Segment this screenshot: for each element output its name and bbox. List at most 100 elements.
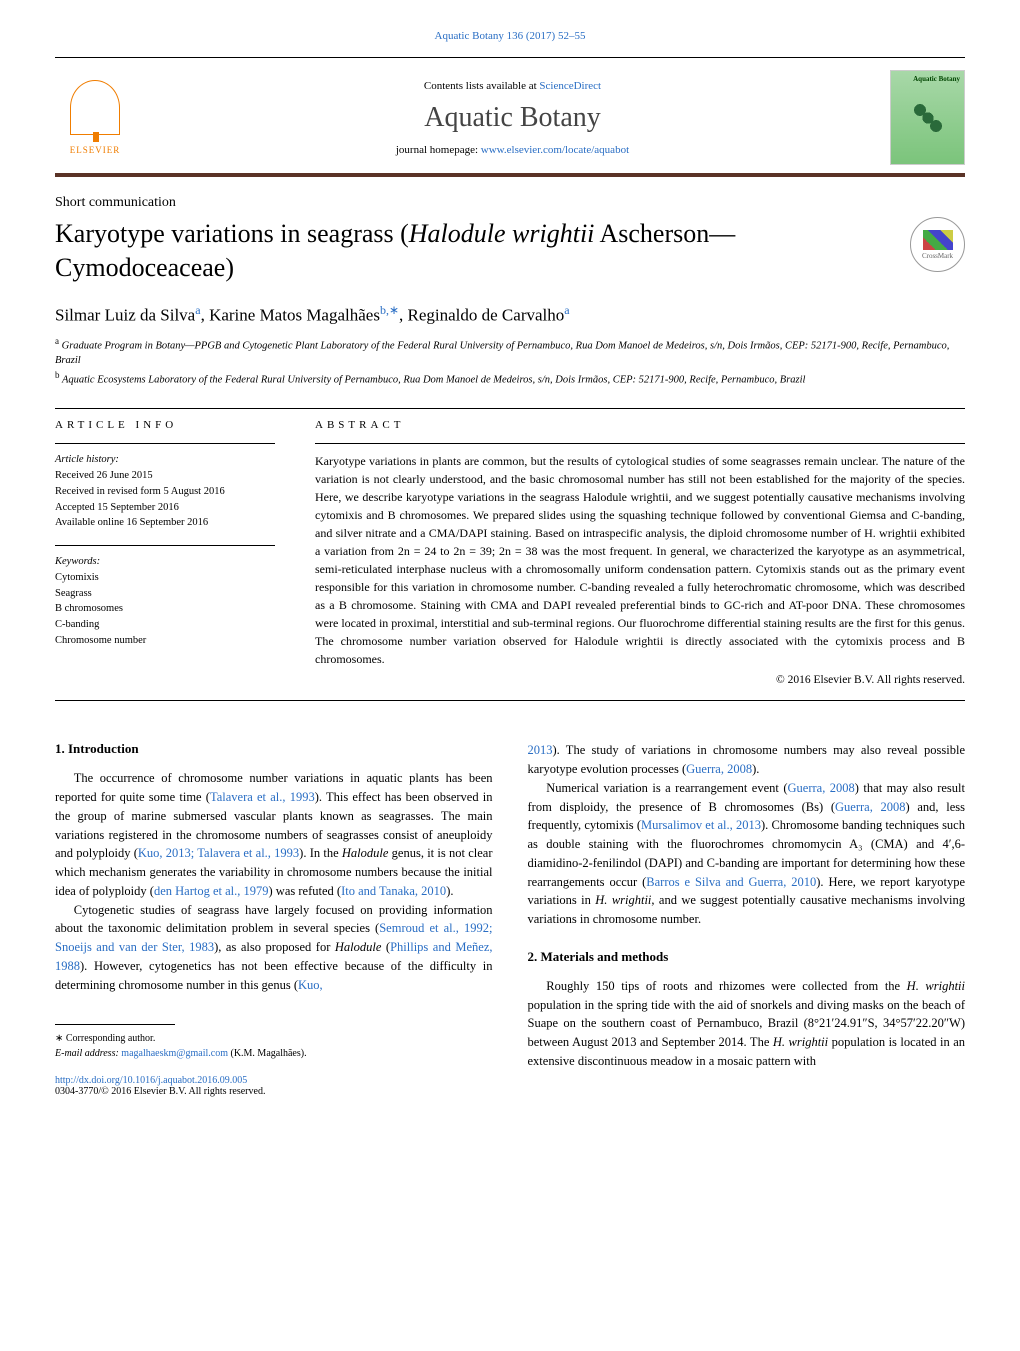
col2-p1b: ). — [752, 762, 759, 776]
author-1-affil[interactable]: a — [195, 303, 200, 317]
sciencedirect-link[interactable]: ScienceDirect — [539, 80, 601, 92]
footnote-rule — [55, 1024, 175, 1025]
email-link[interactable]: magalhaeskm@gmail.com — [121, 1048, 228, 1059]
homepage-link[interactable]: www.elsevier.com/locate/aquabot — [481, 144, 629, 156]
intro-p2d: ). However, cytogenetics has not been ef… — [55, 959, 493, 992]
keyword-1: Cytomixis — [55, 570, 275, 586]
author-3: Reginaldo de Carvalho — [408, 305, 565, 324]
history-online: Available online 16 September 2016 — [55, 515, 275, 531]
history-received: Received 26 June 2015 — [55, 468, 275, 484]
crossmark-icon — [923, 230, 953, 250]
article-title: Karyotype variations in seagrass (Halodu… — [55, 217, 890, 285]
email-label: E-mail address: — [55, 1048, 121, 1059]
ref-kuo-2013-cont[interactable]: 2013 — [528, 743, 553, 757]
methods-p1a: Roughly 150 tips of roots and rhizomes w… — [546, 979, 906, 993]
cover-title: Aquatic Botany — [913, 75, 960, 83]
rule-abstract-bottom — [55, 700, 965, 701]
intro-p1f: ). — [446, 884, 453, 898]
ref-kuo-2013-talavera[interactable]: Kuo, 2013; Talavera et al., 1993 — [138, 846, 299, 860]
keyword-3: B chromosomes — [55, 601, 275, 617]
article-info-column: article info Article history: Received 2… — [55, 419, 275, 686]
affiliation-b: b Aquatic Ecosystems Laboratory of the F… — [55, 369, 965, 388]
ref-guerra-2008-1[interactable]: Guerra, 2008 — [686, 762, 752, 776]
elsevier-logo: ELSEVIER — [55, 73, 135, 163]
email-line: E-mail address: magalhaeskm@gmail.com (K… — [55, 1046, 493, 1061]
ref-talavera-1993[interactable]: Talavera et al., 1993 — [210, 790, 315, 804]
intro-para-2: Cytogenetic studies of seagrass have lar… — [55, 901, 493, 995]
intro-p1e: ) was refuted ( — [269, 884, 342, 898]
body-column-left: 1. Introduction The occurrence of chromo… — [55, 741, 493, 1097]
rule-info-top — [55, 408, 965, 409]
history-accepted: Accepted 15 September 2016 — [55, 500, 275, 516]
contents-prefix: Contents lists available at — [424, 80, 539, 92]
author-3-affil[interactable]: a — [564, 303, 569, 317]
abstract-text: Karyotype variations in plants are commo… — [315, 452, 965, 668]
abstract-column: abstract Karyotype variations in plants … — [315, 419, 965, 686]
ref-mursalimov-2013[interactable]: Mursalimov et al., 2013 — [641, 818, 761, 832]
cover-pattern-icon — [908, 98, 948, 138]
affiliation-a: a Graduate Program in Botany—PPGB and Cy… — [55, 335, 965, 369]
col2-para-1: 2013). The study of variations in chromo… — [528, 741, 966, 779]
history-revised: Received in revised form 5 August 2016 — [55, 484, 275, 500]
intro-p2-genus: Halodule — [335, 940, 382, 954]
journal-header: ELSEVIER Contents lists available at Sci… — [55, 62, 965, 173]
affil-a-text: Graduate Program in Botany—PPGB and Cyto… — [55, 341, 949, 367]
doi-link[interactable]: http://dx.doi.org/10.1016/j.aquabot.2016… — [55, 1075, 247, 1086]
ref-kuo-split[interactable]: Kuo, — [298, 978, 323, 992]
intro-p2b: ), as also proposed for — [214, 940, 335, 954]
intro-p1-genus: Halodule — [342, 846, 389, 860]
author-2-corresp[interactable]: ∗ — [389, 303, 399, 317]
crossmark-label: CrossMark — [922, 252, 953, 260]
abstract-copyright: © 2016 Elsevier B.V. All rights reserved… — [315, 674, 965, 686]
journal-name: Aquatic Botany — [135, 102, 890, 134]
author-2-affil[interactable]: b, — [380, 303, 389, 317]
affil-b-sup: b — [55, 370, 60, 380]
body-column-right: 2013). The study of variations in chromo… — [528, 741, 966, 1097]
elsevier-text: ELSEVIER — [70, 145, 121, 155]
article-history: Article history: Received 26 June 2015 R… — [55, 452, 275, 531]
ref-ito-tanaka-2010[interactable]: Ito and Tanaka, 2010 — [341, 884, 446, 898]
page-container: Aquatic Botany 136 (2017) 52–55 ELSEVIER… — [0, 0, 1020, 1137]
ref-guerra-2008-3[interactable]: Guerra, 2008 — [835, 800, 906, 814]
body-columns: 1. Introduction The occurrence of chromo… — [55, 741, 965, 1097]
keywords-block: Keywords: Cytomixis Seagrass B chromosom… — [55, 554, 275, 649]
methods-species-2: H. wrightii — [773, 1035, 828, 1049]
article-type: Short communication — [55, 195, 965, 211]
keyword-5: Chromosome number — [55, 633, 275, 649]
methods-para-1: Roughly 150 tips of roots and rhizomes w… — [528, 977, 966, 1071]
elsevier-tree-icon — [70, 80, 120, 135]
title-row: Karyotype variations in seagrass (Halodu… — [55, 217, 965, 285]
ref-barros-guerra-2010[interactable]: Barros e Silva and Guerra, 2010 — [646, 875, 816, 889]
intro-para-1: The occurrence of chromosome number vari… — [55, 769, 493, 900]
methods-species-1: H. wrightii — [907, 979, 965, 993]
info-abstract-row: article info Article history: Received 2… — [55, 419, 965, 686]
doi-block: http://dx.doi.org/10.1016/j.aquabot.2016… — [55, 1075, 493, 1097]
col2-p2a: Numerical variation is a rearrangement e… — [546, 781, 787, 795]
methods-heading: 2. Materials and methods — [528, 949, 966, 965]
keyword-2: Seagrass — [55, 586, 275, 602]
homepage-line: journal homepage: www.elsevier.com/locat… — [135, 144, 890, 156]
affil-b-text: Aquatic Ecosystems Laboratory of the Fed… — [62, 375, 806, 386]
contents-line: Contents lists available at ScienceDirec… — [135, 80, 890, 92]
keyword-4: C-banding — [55, 617, 275, 633]
issn-copyright: 0304-3770/© 2016 Elsevier B.V. All right… — [55, 1086, 265, 1097]
rule-abstract-mid — [315, 443, 965, 444]
ref-denhartog-1979[interactable]: den Hartog et al., 1979 — [154, 884, 269, 898]
info-heading: article info — [55, 419, 275, 431]
author-1: Silmar Luiz da Silva — [55, 305, 195, 324]
corresponding-author: ∗ Corresponding author. — [55, 1031, 493, 1046]
affil-a-sup: a — [55, 336, 59, 346]
rule-info-mid — [55, 443, 275, 444]
intro-p2c: ( — [381, 940, 390, 954]
crossmark-badge[interactable]: CrossMark — [910, 217, 965, 272]
abstract-heading: abstract — [315, 419, 965, 431]
author-2: Karine Matos Magalhães — [209, 305, 380, 324]
journal-cover-thumbnail: Aquatic Botany — [890, 70, 965, 165]
rule-keywords-top — [55, 545, 275, 546]
history-label: Article history: — [55, 452, 275, 468]
ref-guerra-2008-2[interactable]: Guerra, 2008 — [788, 781, 855, 795]
email-name: (K.M. Magalhães). — [228, 1048, 307, 1059]
homepage-prefix: journal homepage: — [396, 144, 481, 156]
rule-thick — [55, 173, 965, 177]
journal-reference: Aquatic Botany 136 (2017) 52–55 — [55, 30, 965, 42]
